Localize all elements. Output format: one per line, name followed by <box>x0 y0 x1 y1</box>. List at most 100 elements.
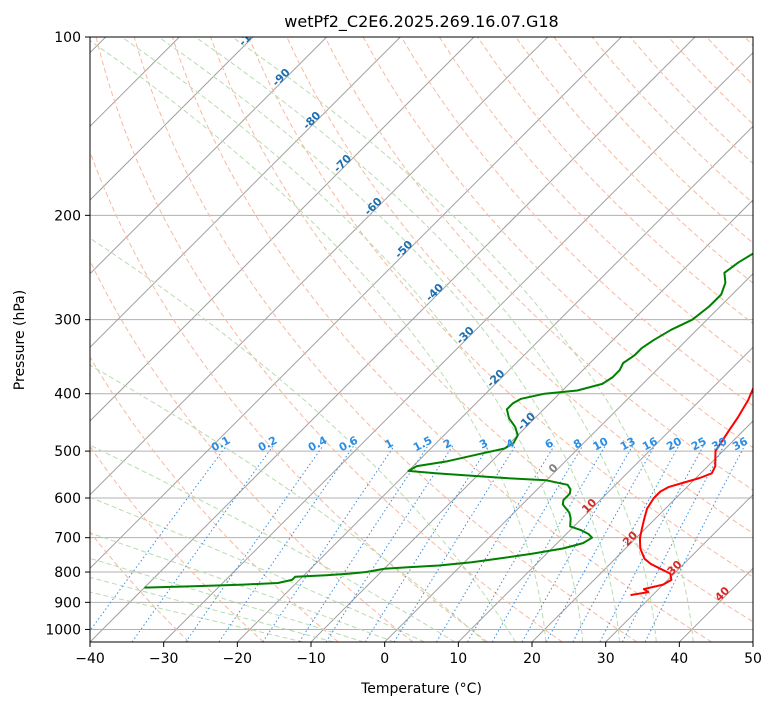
isotherm-line <box>678 567 753 642</box>
mixing-ratio-line <box>521 445 633 642</box>
isotherm-label: 40 <box>712 584 732 604</box>
dry-adiabat-line <box>95 37 563 642</box>
mixing-ratio-line <box>185 445 324 642</box>
dry-adiabat-line <box>553 37 753 244</box>
moist-adiabat-line <box>90 40 547 642</box>
dry-adiabat-line <box>362 37 753 449</box>
isotherm-line <box>163 51 753 642</box>
y-axis-title: Pressure (hPa) <box>12 290 28 390</box>
moist-adiabat-line <box>121 37 584 642</box>
dry-adiabat-line <box>477 37 753 325</box>
isotherm-label: -40 <box>423 281 446 304</box>
isotherm-label: -50 <box>392 238 415 261</box>
mixing-ratio-label: 16 <box>640 435 660 454</box>
dry-adiabat-line <box>591 37 753 204</box>
y-tick-label: 900 <box>54 595 81 611</box>
dry-adiabat-line <box>133 37 638 642</box>
y-tick-label: 500 <box>54 444 81 460</box>
isotherm-label: -100 <box>236 20 265 49</box>
isotherm-label: 10 <box>579 496 599 516</box>
mixing-ratio-line <box>393 445 516 642</box>
x-tick-label: 30 <box>597 651 615 667</box>
dry-adiabat-line <box>90 259 414 642</box>
dry-adiabat-line <box>438 37 753 366</box>
isotherm-line <box>605 493 753 642</box>
dry-adiabat-line <box>210 37 753 623</box>
dry-adiabat-line <box>90 531 190 642</box>
y-tick-label: 1000 <box>45 622 81 638</box>
moist-adiabat-line <box>90 364 486 642</box>
moist-adiabat-line <box>158 37 620 642</box>
x-tick-label: 20 <box>523 651 541 667</box>
y-axis: 1000 900 800 700 600 500 400 300 200 100 <box>45 30 90 638</box>
mixing-ratio-line <box>325 445 454 642</box>
label-layer: 0.1 0.2 0.4 0.6 1 1.5 2 3 4 6 8 10 13 16 20 25 30 36-100-… <box>209 20 750 604</box>
x-tick-label: 0 <box>380 651 389 667</box>
dry-adiabat-line <box>515 37 753 284</box>
isotherm-label: -60 <box>362 195 385 218</box>
mixing-ratio-label: 2 <box>441 436 454 451</box>
isotherm-line <box>90 37 475 422</box>
mixing-ratio-line <box>131 445 274 642</box>
moist-adiabat-line <box>231 37 694 642</box>
moist-adiabat-line <box>90 532 395 642</box>
x-axis: −40 −30 −20 −10 0 10 20 30 40 50 <box>75 642 762 667</box>
grid-layer <box>90 37 753 642</box>
moist-adiabat-line <box>90 576 334 642</box>
mixing-ratio-label: 3 <box>477 436 490 451</box>
mixing-ratio-line <box>298 445 429 642</box>
isotherm-line <box>752 641 753 642</box>
y-tick-label: 200 <box>54 208 81 224</box>
dry-adiabat-line <box>90 356 339 642</box>
mixing-ratio-label: 13 <box>618 435 638 454</box>
series-layer <box>144 252 753 597</box>
mixing-ratio-line <box>644 445 746 642</box>
isotherm-line <box>531 420 753 642</box>
y-tick-label: 700 <box>54 531 81 547</box>
chart-title: wetPf2_C2E6.2025.269.16.07.G18 <box>284 12 558 32</box>
y-tick-label: 100 <box>54 30 81 46</box>
isotherm-line <box>90 37 696 642</box>
mixing-ratio-line <box>545 445 656 642</box>
isotherm-label: -10 <box>515 410 538 433</box>
mixing-ratio-label: 36 <box>730 435 750 454</box>
isotherm-label: -70 <box>331 152 354 175</box>
moist-adiabat-line <box>90 444 456 642</box>
x-tick-label: −40 <box>75 651 105 667</box>
y-tick-label: 800 <box>54 565 81 581</box>
x-tick-label: 10 <box>449 651 467 667</box>
mixing-ratio-line <box>621 445 725 642</box>
mixing-ratio-line <box>218 445 355 642</box>
dry-adiabat-line <box>668 37 753 125</box>
y-tick-label: 400 <box>54 387 81 403</box>
x-axis-title: Temperature (°C) <box>360 681 482 697</box>
dry-adiabat-line <box>171 37 712 642</box>
isotherm-line <box>236 125 753 642</box>
x-tick-label: −20 <box>223 651 253 667</box>
isotherm-line <box>90 37 549 496</box>
moist-adiabat-line <box>90 591 304 642</box>
dry-adiabat-line <box>744 37 753 47</box>
y-tick-label: 600 <box>54 491 81 507</box>
x-tick-label: −30 <box>149 651 179 667</box>
mixing-ratio-line <box>467 445 584 642</box>
mixing-ratio-label: 6 <box>543 436 556 451</box>
mixing-ratio-label: 30 <box>710 435 730 454</box>
plot-frame <box>89 36 754 643</box>
dry-adiabat-line <box>248 37 753 578</box>
dry-adiabat-line <box>400 37 753 407</box>
mixing-ratio-line <box>90 445 227 632</box>
mixing-ratio-label: 10 <box>591 435 611 454</box>
moist-adiabat-line <box>195 37 657 642</box>
isotherm-label: -90 <box>270 66 293 89</box>
moist-adiabat-line <box>90 237 516 642</box>
dry-adiabat-line <box>90 150 488 642</box>
x-tick-label: −10 <box>296 651 326 667</box>
temperature-line <box>630 386 753 597</box>
dewpoint-line <box>144 252 753 589</box>
isotherm-line <box>90 37 328 275</box>
moist-adiabat-line <box>90 496 425 642</box>
isotherm-line <box>90 37 622 570</box>
